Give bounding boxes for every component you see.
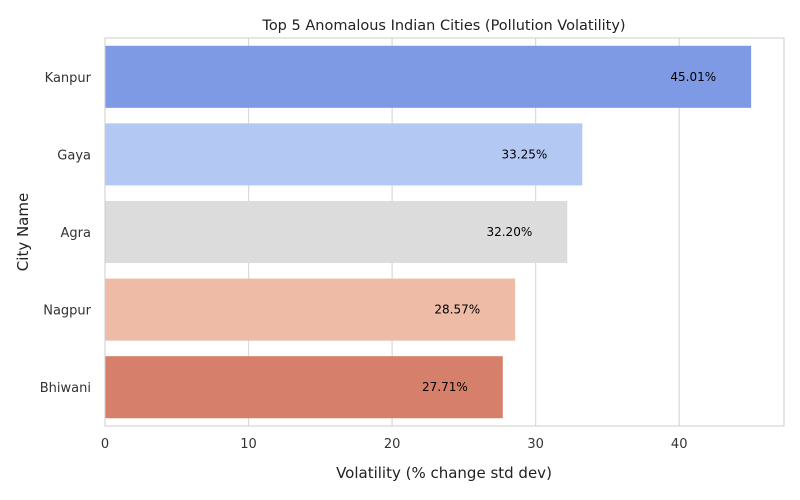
plot-frame xyxy=(104,37,785,427)
y-tick-labels: Kanpur Gaya Agra Nagpur Bhiwani xyxy=(40,71,92,396)
bar-agra xyxy=(105,200,568,264)
x-tick-label: 20 xyxy=(384,437,401,452)
bar-kanpur xyxy=(105,45,752,108)
x-tick-label: 10 xyxy=(240,437,257,452)
data-label: 45.01% xyxy=(670,70,716,84)
data-labels: 45.01% 33.25% 32.20% 28.57% 27.71% xyxy=(422,70,716,394)
bar-nagpur xyxy=(105,278,516,341)
y-tick-label: Bhiwani xyxy=(40,381,91,396)
bars xyxy=(105,45,752,419)
bar-gaya xyxy=(105,123,583,186)
bar-bhiwani xyxy=(105,356,503,419)
data-label: 32.20% xyxy=(486,225,532,239)
chart-title: Top 5 Anomalous Indian Cities (Pollution… xyxy=(261,18,625,34)
data-label: 33.25% xyxy=(502,147,548,161)
data-label: 27.71% xyxy=(422,380,468,394)
x-axis-title: Volatility (% change std dev) xyxy=(336,464,552,482)
y-tick-label: Gaya xyxy=(57,148,91,163)
y-axis-title: City Name xyxy=(14,193,32,271)
x-tick-label: 30 xyxy=(527,437,544,452)
x-tick-label: 40 xyxy=(671,437,688,452)
x-tick-label: 0 xyxy=(101,437,109,452)
data-label: 28.57% xyxy=(434,303,480,317)
y-tick-label: Kanpur xyxy=(45,71,92,86)
y-tick-label: Nagpur xyxy=(43,304,91,319)
y-tick-label: Agra xyxy=(61,226,91,241)
x-tick-labels: 0 10 20 30 40 xyxy=(101,437,688,452)
